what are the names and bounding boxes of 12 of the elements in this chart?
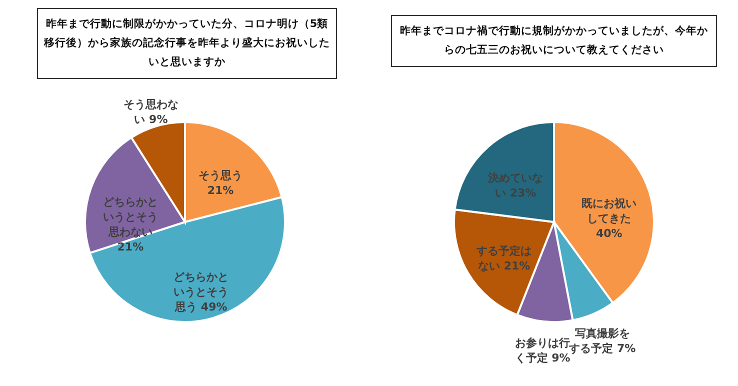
data-label: 21%	[117, 240, 144, 254]
slice-label: そう思わない 9%	[123, 98, 178, 126]
slice-label: そう思う	[198, 169, 243, 182]
slice-label: どちらかというとそう思う 49%	[174, 270, 229, 314]
slice-label: する予定はない 21%	[476, 244, 532, 273]
chart-title: 昨年まで行動に制限がかかっていた分、コロナ明け（5類移行後）から家族の記念行事を昨年より盛大にお祝いしたいと思いますか	[37, 8, 337, 79]
slice-label: お参りは行く予定 9%	[514, 336, 570, 364]
chart-title: 昨年までコロナ禍で行動に規制がかかっていましたが、今年からの七五三のお祝いについて教えてください	[391, 15, 717, 67]
slice-label: 既にお祝いしてきた	[582, 197, 637, 226]
data-label: 40%	[596, 227, 622, 240]
data-label: 21%	[207, 184, 234, 198]
slice-label: 決めていない 23%	[487, 171, 544, 200]
